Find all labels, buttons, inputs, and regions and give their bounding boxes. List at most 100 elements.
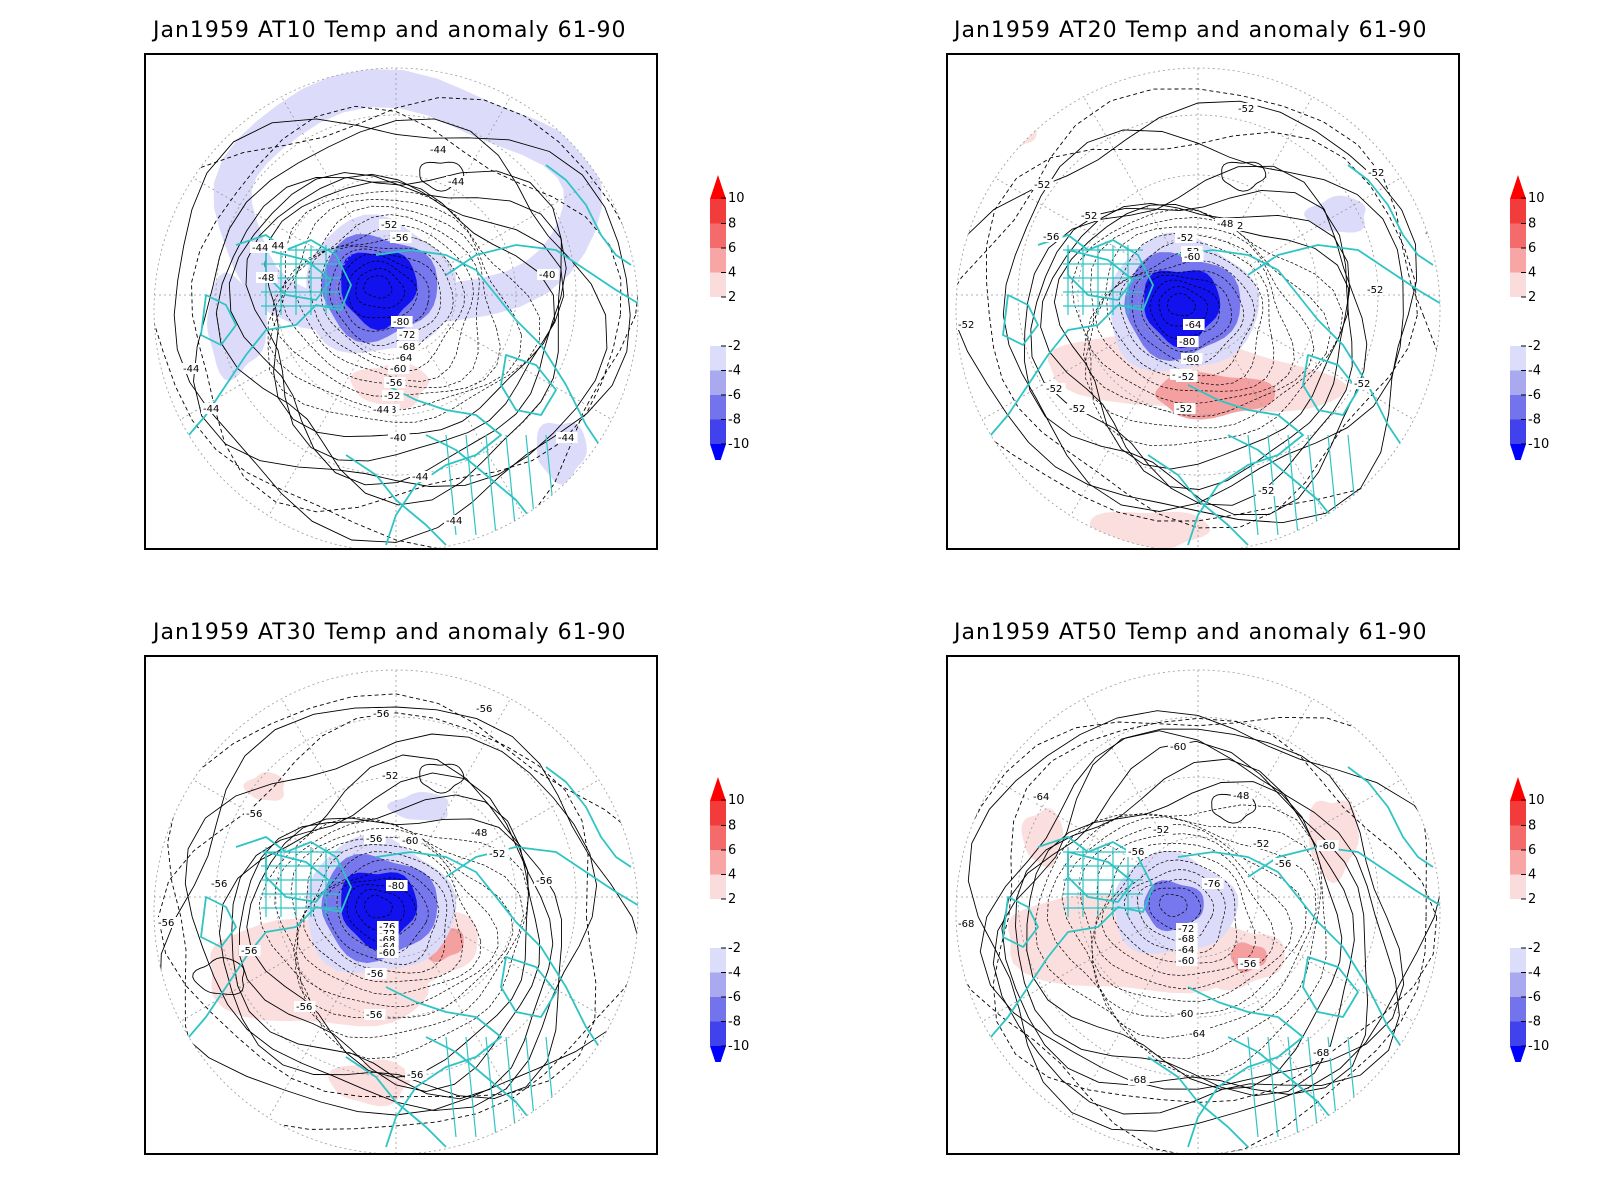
colorbar-band-4-6 [710, 248, 726, 273]
colorbar-band-m8-m6 [1510, 997, 1526, 1022]
colorbar-band-m4-m2 [1510, 948, 1526, 973]
contour-label-bg [1067, 403, 1089, 414]
contour-label: -52 [1153, 825, 1169, 836]
contour-label-bg [1317, 840, 1339, 851]
contour-label: -48 [1233, 791, 1249, 802]
contour-label: -68 [958, 919, 974, 930]
contour-line [336, 877, 429, 955]
contour-line [967, 710, 1440, 1132]
meridian-line [447, 746, 638, 868]
contour-label-bg [244, 808, 266, 819]
contour-label-bg [1183, 319, 1205, 330]
contour-label: -68 [1178, 934, 1194, 945]
map-boundary [153, 67, 639, 548]
contour-line [324, 868, 440, 965]
contour-label: -72 [399, 330, 415, 341]
contour-label-bg [1079, 210, 1101, 221]
coastline [1187, 384, 1304, 546]
contour-line [1140, 274, 1233, 353]
colorbar-tick-label: 4 [728, 266, 736, 281]
colorbar-tick-label: 8 [1528, 217, 1536, 232]
coastline [1302, 956, 1359, 1018]
colorbar-band-8-10 [710, 199, 726, 224]
meridian-line [1047, 670, 1169, 846]
contour-label-bg [377, 947, 399, 958]
coastline [445, 846, 638, 908]
contour-label-bg [1251, 838, 1273, 849]
contour-label: -60 [1177, 1009, 1193, 1020]
contour-line [1158, 893, 1188, 918]
colorbar-band-m8-m6 [1510, 395, 1526, 420]
coastline [1177, 851, 1429, 1088]
coastline [175, 234, 352, 451]
coastline [445, 244, 638, 306]
colorbar-band-m2-0 [1510, 321, 1526, 346]
contour-label: -44 [412, 472, 428, 483]
colorbar-band-0-2 [1510, 899, 1526, 924]
contour-line [979, 728, 1405, 1090]
coastlines [175, 766, 638, 1148]
contour-line [293, 225, 474, 382]
contour-label: -64 [1178, 945, 1194, 956]
contour-label: -52 [1176, 404, 1192, 415]
contour-label: -52 [381, 220, 397, 231]
contour-label-bg [388, 432, 410, 443]
contour-line [1086, 233, 1295, 405]
colorbar-band-0-2 [710, 899, 726, 924]
colorbar-tick-label: -10 [728, 1039, 749, 1054]
colorbar-band-4-6 [710, 850, 726, 875]
contour-line [312, 859, 448, 974]
coastline [200, 896, 237, 948]
contour-line [215, 170, 562, 506]
colorbar-tick-label: -8 [1528, 413, 1541, 428]
contour-label: -52 [1177, 233, 1193, 244]
anomaly-negative-patch [536, 422, 587, 485]
colorbar-tick-label: 2 [728, 892, 736, 907]
coastline [375, 851, 627, 1088]
coastline [1347, 164, 1434, 266]
contour-line [1094, 842, 1276, 990]
colorbar-tick-label: -4 [1528, 966, 1541, 981]
colorbar-arrow-bottom [710, 444, 726, 468]
meridian-line [1227, 670, 1349, 846]
colorbar-band-m4-m2 [1510, 346, 1526, 371]
meridian-line [425, 346, 547, 548]
contour-label: -64 [1185, 320, 1201, 331]
contour-label: -80 [388, 881, 404, 892]
contour-label-bg [365, 968, 387, 979]
contour-label: -56 [536, 876, 552, 887]
contour-label-bg [181, 363, 203, 374]
colorbar-tick-label: -8 [728, 1015, 741, 1030]
colorbar-tick-label: 4 [1528, 266, 1536, 281]
contour-line [296, 844, 482, 996]
contour-label: -56 [367, 969, 383, 980]
colorbar-tick-label: 6 [1528, 241, 1536, 256]
contour-label-bg [364, 1009, 386, 1020]
contour-label-bg [1181, 353, 1203, 364]
contour-label-bg [1177, 336, 1199, 347]
contour-label-bg [380, 770, 402, 781]
colorbar-svg: 10 8 6 4 2 -2 -4 -6 -8 -10 [1510, 777, 1549, 1070]
contour-label: -56 [407, 1070, 423, 1081]
contour-label: -60 [1170, 742, 1186, 753]
contour-label-bg [1311, 1047, 1333, 1058]
anomaly-negative-patch [207, 272, 267, 381]
contour-label: -56 [1128, 847, 1144, 858]
contour-label: -60 [402, 836, 418, 847]
colorbar-band-6-8 [710, 223, 726, 248]
contour-line [419, 763, 465, 794]
contour-line [1015, 758, 1355, 1097]
contour-label: -52 [1258, 486, 1274, 497]
meridian-line [1047, 68, 1169, 244]
contour-label-bg [377, 941, 399, 952]
contour-label: -56 [476, 704, 492, 715]
contour-label-bg [1041, 231, 1063, 242]
colorbar-band-4-6 [1510, 248, 1526, 273]
contour-label: -56 [211, 879, 227, 890]
contour-line [264, 181, 556, 438]
contour-line [1079, 823, 1307, 1017]
contour-label: -52 [384, 391, 400, 402]
contour-line [1119, 260, 1255, 377]
contour-label-bg [1176, 955, 1198, 966]
colorbar-svg: 10 8 6 4 2 -2 -4 -6 -8 -10 [710, 777, 749, 1070]
